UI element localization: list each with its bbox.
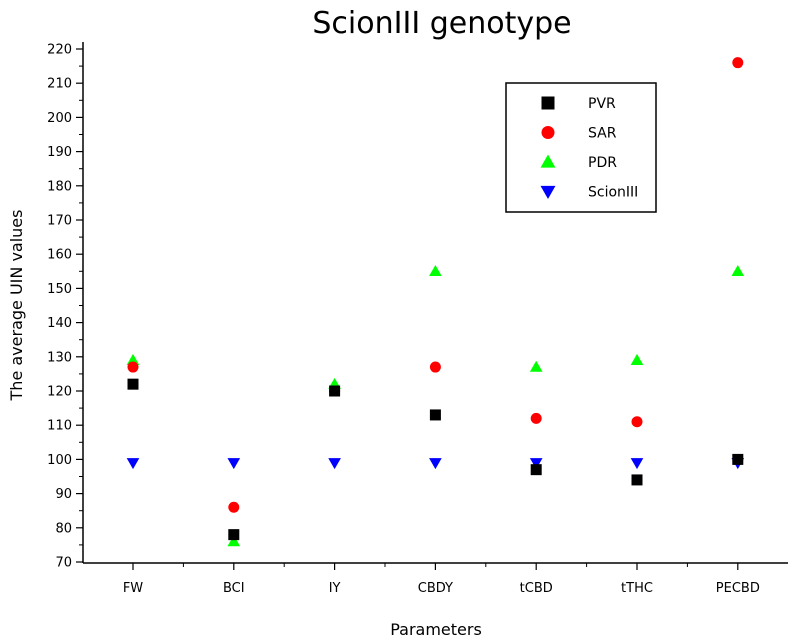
data-point-pvr xyxy=(127,378,139,390)
y-tick-label: 120 xyxy=(47,385,72,400)
data-point-pvr xyxy=(732,453,744,465)
data-point-scioniii xyxy=(529,458,543,470)
legend-marker-pdr xyxy=(540,154,556,168)
y-tick-label: 80 xyxy=(55,521,72,536)
legend-marker-scioniii xyxy=(540,185,556,199)
legend-label-pvr: PVR xyxy=(588,96,616,112)
y-tick-label: 190 xyxy=(47,145,72,160)
data-point-pdr xyxy=(126,353,140,365)
data-point-sar xyxy=(732,57,744,69)
data-point-pvr xyxy=(228,529,240,541)
chart-title: ScionIII genotype xyxy=(312,6,571,41)
x-tick-label: FW xyxy=(123,581,143,596)
data-point-pdr xyxy=(227,535,241,547)
y-tick-label: 150 xyxy=(47,282,72,297)
legend-marker-sar xyxy=(541,126,555,139)
data-point-scioniii xyxy=(630,458,644,470)
y-axis-label: The average UIN values xyxy=(7,210,26,402)
x-tick-label: IY xyxy=(329,581,341,596)
x-tick-label: CBDY xyxy=(418,581,453,596)
data-point-pvr xyxy=(530,464,542,476)
data-point-pdr xyxy=(529,360,543,372)
y-tick-label: 90 xyxy=(55,487,72,502)
x-axis-label: Parameters xyxy=(390,620,482,639)
data-point-sar xyxy=(530,412,542,424)
x-tick-label: tCBD xyxy=(520,581,553,596)
y-tick-label: 130 xyxy=(47,350,72,365)
x-tick-label: PECBD xyxy=(716,581,760,596)
y-tick-label: 180 xyxy=(47,179,72,194)
legend: PVR SAR PDR ScionIII xyxy=(505,82,657,213)
plot-area xyxy=(126,57,745,547)
data-point-scioniii xyxy=(126,458,140,470)
x-tick-label: tTHC xyxy=(621,581,653,596)
data-point-sar xyxy=(631,416,643,428)
data-point-sar xyxy=(127,361,139,373)
data-point-scioniii xyxy=(328,458,341,470)
y-tick-label: 170 xyxy=(47,214,72,229)
data-point-pdr xyxy=(630,353,644,365)
data-point-pvr xyxy=(329,385,341,397)
data-point-pvr xyxy=(429,409,441,421)
legend-label-scioniii: ScionIII xyxy=(588,185,638,201)
legend-label-sar: SAR xyxy=(588,126,617,142)
y-tick-label: 70 xyxy=(55,556,72,571)
y-tick-label: 220 xyxy=(47,43,72,58)
data-point-scioniii xyxy=(227,458,241,470)
y-tick-label: 160 xyxy=(47,248,72,263)
data-point-pvr xyxy=(631,474,643,486)
y-tick-label: 140 xyxy=(47,316,72,331)
data-point-scioniii xyxy=(429,458,442,470)
legend-label-pdr: PDR xyxy=(588,155,617,171)
legend-box xyxy=(505,82,657,213)
legend-marker-pvr xyxy=(541,96,555,110)
data-point-pdr xyxy=(429,264,442,277)
data-point-pdr xyxy=(731,264,745,277)
y-tick-label: 100 xyxy=(47,453,72,468)
data-point-sar xyxy=(228,501,240,513)
y-tick-label: 110 xyxy=(47,419,72,434)
x-tick-label: BCI xyxy=(223,581,245,596)
y-tick-label: 210 xyxy=(47,77,72,92)
axes: 70 80 90 100 110 120 130 140 150 160 170 180 190 200 2… xyxy=(47,42,788,596)
data-point-sar xyxy=(429,361,441,373)
y-tick-label: 200 xyxy=(47,111,72,126)
